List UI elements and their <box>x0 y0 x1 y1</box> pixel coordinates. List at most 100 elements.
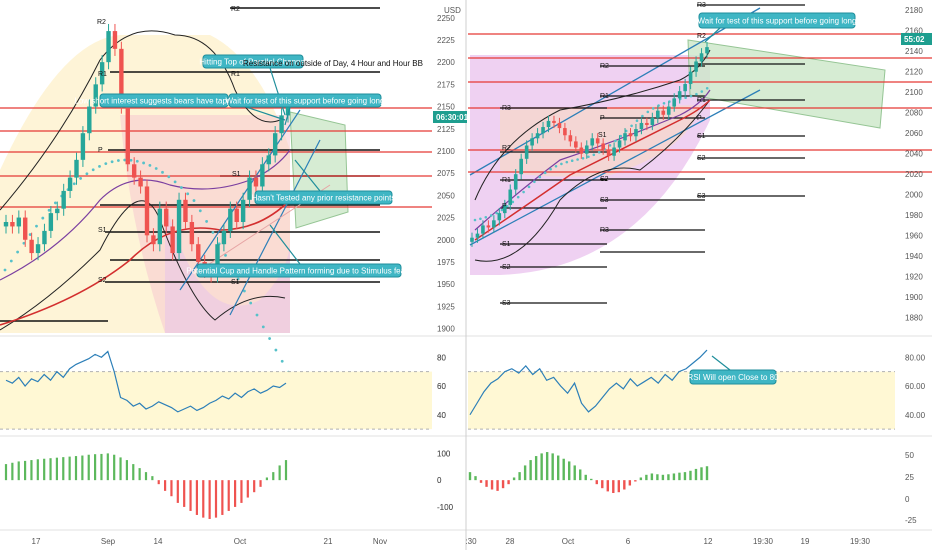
candle-body <box>612 147 616 156</box>
sar-dot <box>3 268 7 272</box>
candle-body <box>666 106 671 115</box>
sar-dot <box>549 167 552 171</box>
bb-mid <box>0 149 291 281</box>
candle-body <box>35 244 41 254</box>
sar-dot <box>180 186 183 189</box>
rsi-tick-label-right: 60.00 <box>905 382 926 391</box>
candle-body <box>144 186 150 236</box>
momentum-tick-label: -100 <box>437 503 454 512</box>
candle-body <box>55 208 60 214</box>
sar-dot <box>560 162 563 166</box>
y-tick-label: 2020 <box>905 170 923 179</box>
sar-dot <box>161 170 164 174</box>
sar-dot <box>506 204 509 208</box>
x-tick-label: Sep <box>101 537 116 546</box>
candle-body <box>16 217 22 227</box>
candle-body <box>699 53 704 62</box>
callout-text: Low short interest suggests bears have t… <box>74 97 254 106</box>
sar-dot <box>268 337 271 340</box>
candle-body <box>119 48 124 107</box>
candle-body <box>221 230 227 245</box>
annotation-callout: Potential Cup and Handle Pattern forming… <box>186 224 412 278</box>
annotation-callout: RSI Will open Close to 80 <box>687 355 779 385</box>
candle-body <box>595 138 600 144</box>
candle-body <box>106 31 111 63</box>
sar-dot <box>597 150 601 154</box>
annotation-callout: Low short interest suggests bears have t… <box>74 93 286 121</box>
pivot-label: S1 <box>231 279 240 286</box>
y-tick-label: 2180 <box>905 6 923 15</box>
candle-body <box>157 208 163 245</box>
callout-box <box>254 190 393 205</box>
current-price-label: 06:30:01 <box>436 113 469 122</box>
sar-dot <box>167 175 171 179</box>
candle-body <box>112 31 118 49</box>
pivot-label: S1 <box>598 132 607 139</box>
sar-dot <box>9 259 13 263</box>
sar-dot <box>274 348 278 352</box>
sar-dot <box>117 159 120 162</box>
x-tick-label: 17 <box>32 537 41 546</box>
candle-body <box>645 122 649 126</box>
callout-text-plain: Resistance on outside of Day, 4 Hour and… <box>243 59 423 68</box>
y-tick-label: 2025 <box>437 214 455 223</box>
pivot-label: S1 <box>98 227 107 234</box>
sar-dot <box>135 159 139 163</box>
y-tick-label: 2000 <box>437 236 455 245</box>
target-box <box>289 111 349 229</box>
candle-body <box>23 217 28 240</box>
sar-dot <box>473 218 477 222</box>
y-tick-label: 2200 <box>437 58 455 67</box>
candle-body <box>48 213 54 231</box>
y-tick-label: 1920 <box>905 273 923 282</box>
sar-dot <box>205 220 209 223</box>
callout-text: Wait for test of this support before goi… <box>226 97 385 106</box>
candle-body <box>183 199 188 222</box>
y-tick-label: 2225 <box>437 36 455 45</box>
annotation-callout: Hasn't Tested any prior resistance point… <box>252 159 395 205</box>
current-price-label: 55:02 <box>904 35 925 44</box>
sar-dot <box>516 195 520 199</box>
candle-body <box>234 208 239 222</box>
y-tick-label: 1925 <box>437 302 455 311</box>
pivot-label: S3 <box>600 197 609 204</box>
sar-dot <box>592 153 596 157</box>
candle-body <box>80 133 86 160</box>
annotation-callout: Wait for test of this support before goi… <box>226 93 385 126</box>
candle-body <box>125 106 130 165</box>
sar-dot <box>98 164 101 168</box>
left-chart: R2 R1 P S1 S2 S1 R2 R1 S1 <box>0 6 432 519</box>
sar-dot <box>123 158 127 162</box>
y-tick-label: 2050 <box>437 191 455 200</box>
sar-dot <box>35 224 38 228</box>
y-tick-label: 2040 <box>905 150 923 159</box>
sar-dot <box>489 214 493 217</box>
candle-body <box>546 120 551 128</box>
x-tick-label: 19 <box>801 537 810 546</box>
candle-body <box>694 61 698 72</box>
candle-body <box>99 62 105 85</box>
pivot-label: P <box>98 147 103 154</box>
ema-line <box>0 199 291 326</box>
y-tick-label: 1940 <box>905 252 923 261</box>
y-tick-label: 2250 <box>437 14 455 23</box>
y-tick-label: 2075 <box>437 169 455 178</box>
y-tick-label: 2150 <box>437 103 455 112</box>
pivot-label: S3 <box>502 300 511 307</box>
sar-dot <box>527 185 531 189</box>
y-tick-label: 2100 <box>437 147 455 156</box>
sar-dot <box>173 180 177 184</box>
sar-dot <box>148 163 152 167</box>
sar-dot <box>570 159 574 163</box>
candle-body <box>10 222 15 227</box>
y-tick-label: 2140 <box>905 47 923 56</box>
sar-dot <box>495 211 498 215</box>
candle-body <box>285 106 291 116</box>
sar-dot <box>142 161 146 165</box>
pivot-label: S2 <box>600 176 609 183</box>
momentum-tick-label: 0 <box>437 476 442 485</box>
channel-line <box>229 139 321 316</box>
pivot-label: S1 <box>502 241 511 248</box>
candle-body <box>189 222 195 245</box>
pivot-label: P <box>502 203 507 210</box>
